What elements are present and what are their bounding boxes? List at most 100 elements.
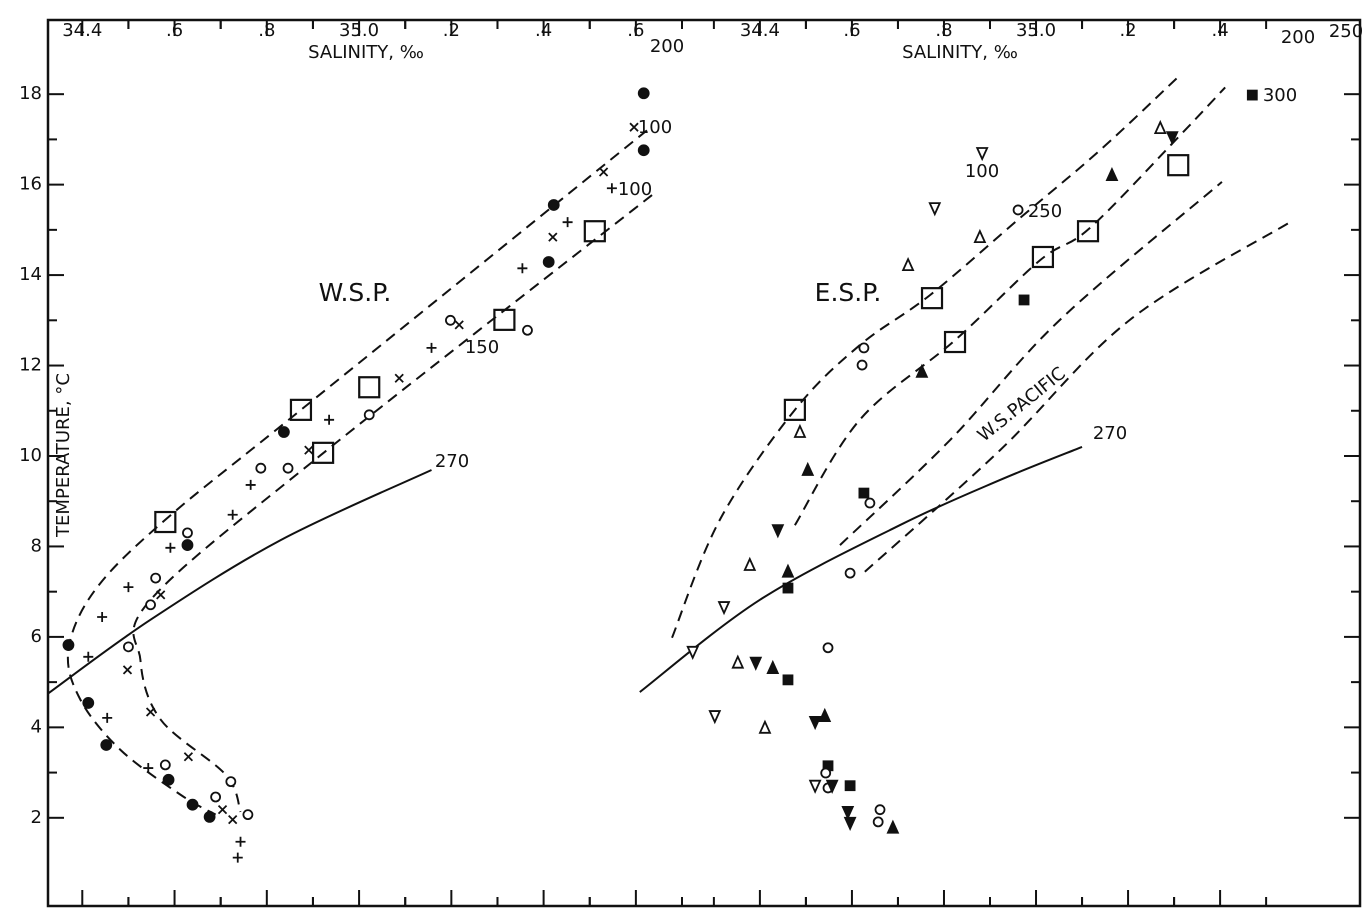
point [717,601,731,616]
solid-curve [639,446,1083,693]
point [1246,89,1258,101]
dashed-curve [839,181,1223,546]
point [143,763,154,774]
annotation: 270 [1093,423,1127,444]
point [598,167,609,177]
point [123,582,134,593]
point [562,217,573,228]
point [858,487,870,499]
point [363,409,375,421]
point [686,645,700,660]
point [145,707,156,717]
annotation: W.S.PACIFIC [974,363,1070,446]
point [808,716,822,731]
annotation: 300 [1263,85,1297,106]
point [801,461,815,476]
x-axis-label: SALINITY, ‰ [902,42,1018,63]
point [517,263,528,274]
point [324,414,335,425]
point [289,398,313,421]
annotation: 100 [965,161,999,182]
point [782,674,794,686]
point [165,542,176,553]
point [928,202,942,217]
point [782,582,794,594]
y-tick-label: 10 [19,445,42,466]
point [1153,119,1167,134]
dashed-curve [794,86,1226,526]
point [1018,294,1030,306]
y-tick-label: 14 [19,264,42,285]
point [182,527,193,539]
annotation: 100 [638,117,672,138]
y-tick-label: 4 [31,716,42,737]
point [818,707,832,722]
x-axis-label: SALINITY, ‰ [308,42,424,63]
point [358,376,381,399]
point [872,816,884,828]
point [749,656,763,671]
annotation: 150 [465,337,499,358]
point [394,373,404,383]
point [235,836,246,847]
point [856,359,868,371]
annotation: 200 [650,36,684,57]
y-tick-label: 8 [31,535,42,556]
point [242,809,254,821]
point [629,122,639,132]
point [843,816,857,831]
point [232,852,243,863]
point [82,697,95,709]
point [731,654,745,669]
point [445,314,456,326]
point [822,642,834,654]
point [886,819,900,834]
point [217,805,228,815]
plot-frame [46,18,1362,908]
annotation: 200 [1281,27,1315,48]
annotation: 100 [618,179,652,200]
point [83,651,94,662]
point [522,324,533,336]
point [901,256,915,272]
point [123,641,134,653]
point [915,363,929,378]
point [637,144,650,157]
point [708,710,722,725]
point [583,220,606,243]
point [255,462,267,474]
point [1076,220,1100,243]
point [304,445,314,455]
point [758,719,772,734]
point [781,563,795,578]
point [227,509,238,520]
point [145,599,156,611]
solid-curve [47,469,432,695]
annotation: E.S.P. [815,278,882,307]
point [1167,154,1190,177]
point [825,779,839,794]
point [225,776,237,788]
point [943,330,967,354]
point [542,256,555,268]
point [62,639,75,651]
point [102,712,113,723]
point [606,183,617,194]
point [973,228,987,243]
point [282,462,294,474]
point [311,441,335,464]
dashed-curve [864,221,1291,573]
dashed-curve [66,129,648,816]
point [454,320,464,330]
point [154,510,177,534]
point [100,739,113,751]
point [975,147,989,162]
point [547,199,560,211]
point [228,814,238,825]
dashed-curve [132,194,653,813]
point [162,773,175,786]
y-tick-label: 2 [31,807,42,828]
point [426,342,437,353]
point [793,423,807,438]
